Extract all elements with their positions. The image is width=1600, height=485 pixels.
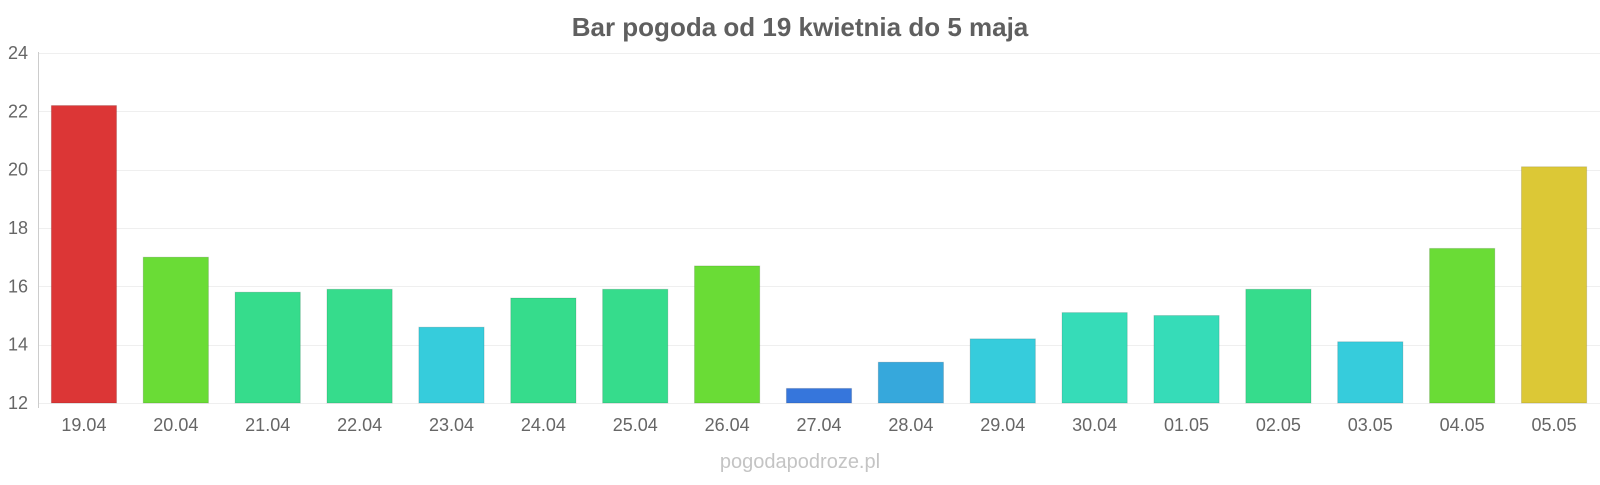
x-tick-label: 30.04: [1072, 415, 1117, 435]
x-tick-label: 20.04: [153, 415, 198, 435]
y-tick-label: 18: [8, 218, 28, 238]
bar-25.04: [602, 288, 669, 404]
chart-title: Bar pogoda od 19 kwietnia do 5 maja: [572, 12, 1029, 42]
bar-27.04: [785, 387, 853, 404]
bar-19.04: [50, 105, 118, 404]
x-tick-label: 04.05: [1440, 415, 1485, 435]
bar-24.04: [510, 297, 577, 404]
x-tick-label: 23.04: [429, 415, 474, 435]
bar-28.04: [877, 361, 945, 404]
x-tick-label: 29.04: [980, 415, 1025, 435]
y-tick-label: 16: [8, 276, 28, 296]
bar-23.04: [418, 326, 485, 404]
bar-03.05: [1337, 341, 1404, 404]
x-tick-label: 22.04: [337, 415, 382, 435]
bar-29.04: [969, 338, 1036, 404]
x-tick-label: 02.05: [1256, 415, 1301, 435]
x-tick-label: 03.05: [1348, 415, 1393, 435]
y-tick-label: 12: [8, 393, 28, 413]
bars-layer: [50, 105, 1588, 404]
bar-02.05: [1245, 288, 1312, 404]
bar-26.04: [693, 265, 761, 404]
bar-05.05: [1520, 166, 1588, 404]
bar-30.04: [1061, 312, 1128, 404]
bar-22.04: [326, 288, 393, 404]
x-tick-label: 26.04: [705, 415, 750, 435]
x-tick-label: 21.04: [245, 415, 290, 435]
bar-04.05: [1429, 247, 1496, 404]
x-tick-label: 24.04: [521, 415, 566, 435]
bar-20.04: [142, 256, 209, 404]
bar-01.05: [1153, 315, 1220, 404]
x-tick-label: 27.04: [796, 415, 841, 435]
y-tick-label: 22: [8, 101, 28, 121]
x-tick-label: 28.04: [888, 415, 933, 435]
x-tick-label: 25.04: [613, 415, 658, 435]
y-tick-label: 20: [8, 160, 28, 180]
x-tick-label: 05.05: [1532, 415, 1577, 435]
y-axis-ticks: 12 14 16 18 20 22 24: [8, 43, 28, 413]
x-tick-label: 19.04: [61, 415, 106, 435]
watermark-text: pogodapodroze.pl: [720, 451, 880, 473]
y-tick-label: 24: [8, 43, 28, 63]
y-tick-label: 14: [8, 335, 28, 355]
x-axis-ticks: 19.04 20.04 21.04 22.04 23.04 24.04 25.04 26.04…: [61, 415, 1576, 435]
x-tick-label: 01.05: [1164, 415, 1209, 435]
bar-21.04: [234, 291, 301, 404]
